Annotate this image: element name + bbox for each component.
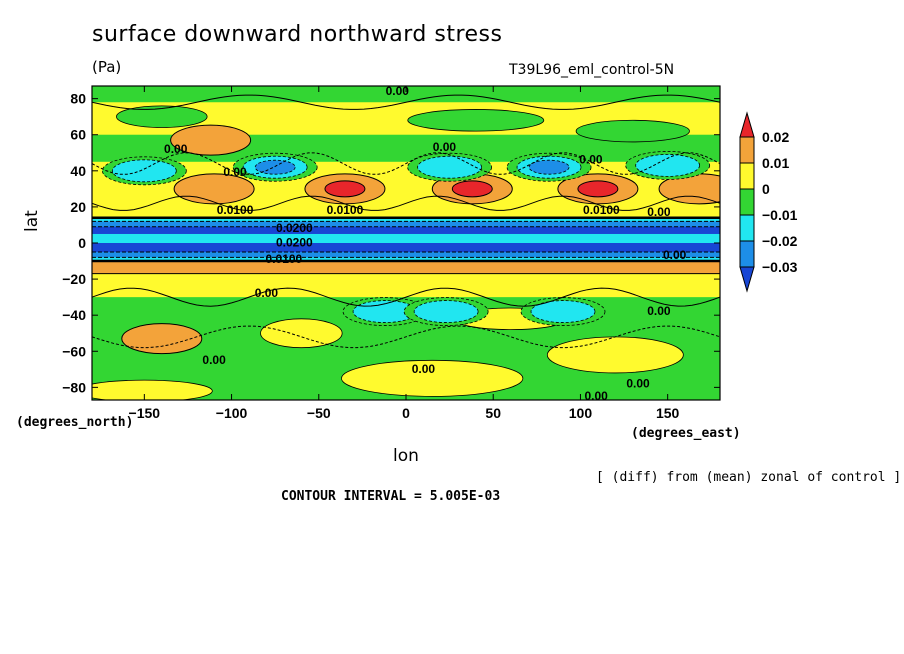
colorbar-segment <box>739 240 755 268</box>
negative-minimum <box>530 300 596 323</box>
x-tick-label: 0 <box>402 405 410 421</box>
y-tick-label: 20 <box>70 199 86 215</box>
positive-maximum <box>170 124 252 156</box>
contour-label: 0.0100 <box>327 203 364 217</box>
colorbar-segment <box>739 214 755 242</box>
colorbar-arrow-top <box>739 111 755 138</box>
y-axis-units: (degrees_north) <box>16 415 134 430</box>
x-tick-label: 100 <box>569 405 593 421</box>
y-tick-label: 40 <box>70 163 86 179</box>
contour-label: 0.00 <box>433 140 457 154</box>
chart-title: surface downward northward stress <box>92 22 503 47</box>
y-tick-label: −40 <box>62 307 86 323</box>
colorbar-label: −0.03 <box>762 259 798 275</box>
contour-label: 0.0200 <box>276 221 313 235</box>
zero-contour-north <box>92 94 720 110</box>
colorbar: 0.02 0.01 0 −0.01 −0.02 −0.03 <box>739 111 798 293</box>
wave-contour <box>92 325 720 349</box>
contour-label: 0.00 <box>412 362 436 376</box>
y-tick-label: −80 <box>62 379 86 395</box>
contour-label: 0.00 <box>647 304 671 318</box>
contour-label: 0.00 <box>626 376 650 390</box>
weak-positive-patch <box>341 359 524 397</box>
negative-minimum-core <box>528 159 570 175</box>
y-tick-label: 60 <box>70 127 86 143</box>
weak-positive-patch <box>546 336 684 374</box>
wave-contour <box>92 195 720 211</box>
colorbar-label: 0 <box>762 181 770 197</box>
run-label: T39L96_eml_control-5N <box>509 62 675 78</box>
negative-minimum <box>413 300 479 323</box>
negative-minimum-core <box>254 159 296 175</box>
x-axis-label: lon <box>393 446 419 466</box>
colorbar-segment <box>739 162 755 190</box>
x-axis-units: (degrees_east) <box>631 426 741 441</box>
positive-band <box>92 261 720 274</box>
contour-label: 0.00 <box>255 286 279 300</box>
weak-negative-patch <box>116 105 208 128</box>
contour-interval: CONTOUR INTERVAL = 5.005E-03 <box>281 489 501 504</box>
contour-lines <box>92 94 720 349</box>
y-tick-label: 0 <box>78 235 86 251</box>
negative-band-inner <box>92 233 720 243</box>
positive-maximum-core <box>324 180 366 198</box>
contour-label: 0.00 <box>579 153 603 167</box>
contour-label: 0.0200 <box>276 236 313 250</box>
colorbar-segment <box>739 188 755 216</box>
contour-label: 0.00 <box>223 165 247 179</box>
x-tick-label: −150 <box>129 405 161 421</box>
x-tick-label: 150 <box>656 405 680 421</box>
colorbar-segment <box>739 136 755 164</box>
positive-maximum-core <box>451 180 493 198</box>
contour-label: 0.00 <box>663 248 687 262</box>
x-tick-label: −100 <box>216 405 248 421</box>
colorbar-label: 0.01 <box>762 155 789 171</box>
colorbar-label: −0.01 <box>762 207 798 223</box>
zero-contour-south <box>92 287 720 307</box>
contour-label: 0.00 <box>202 353 226 367</box>
weak-negative-patch <box>407 109 545 132</box>
contour-label: 0.00 <box>386 84 410 98</box>
weak-positive-patch <box>260 318 343 349</box>
contour-label: 0.00 <box>584 389 608 403</box>
plot-area <box>92 86 720 400</box>
negative-minimum <box>111 159 177 183</box>
positive-maximum-core <box>577 180 619 198</box>
diff-note: [ (diff) from (mean) zonal of control ] <box>596 470 902 485</box>
colorbar-label: −0.02 <box>762 233 798 249</box>
y-tick-label: −20 <box>62 271 86 287</box>
contour-label: 0.0100 <box>266 252 303 266</box>
x-tick-label: 50 <box>485 405 501 421</box>
contour-label: 0.00 <box>164 142 188 156</box>
contour-label: 0.0100 <box>583 203 620 217</box>
x-tick-label: −50 <box>307 405 331 421</box>
positive-maximum <box>121 323 203 355</box>
negative-minimum <box>635 154 701 177</box>
contour-labels: 0.00 0.00 0.00 0.00 0.00 0.0100 0.0100 0.0100 0.… <box>164 84 687 403</box>
weak-positive-patch <box>92 379 213 400</box>
negative-minimum <box>417 155 483 179</box>
axes: −150 −100 −50 0 50 100 150 80 60 40 20 0 −20 −40 −60 −8… <box>62 86 720 421</box>
contour-label: 0.00 <box>647 205 671 219</box>
chart-units: (Pa) <box>92 58 122 76</box>
contour-label: 0.0100 <box>217 203 254 217</box>
colorbar-label: 0.02 <box>762 129 789 145</box>
wave-contour <box>92 152 720 175</box>
y-tick-label: 80 <box>70 91 86 107</box>
y-tick-label: −60 <box>62 343 86 359</box>
colorbar-arrow-bottom <box>739 266 755 293</box>
weak-negative-patch <box>575 119 690 143</box>
negative-belt <box>92 86 720 103</box>
